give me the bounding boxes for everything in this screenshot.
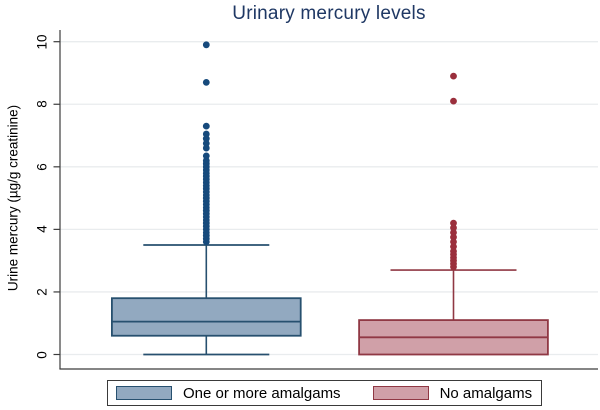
outlier-dot [450, 263, 457, 271]
outlier-dot [450, 233, 457, 241]
legend-swatch-blue [116, 386, 172, 400]
outlier-dot [450, 243, 457, 250]
legend-label-no-amalgams: No amalgams [439, 384, 533, 402]
outlier-dot [202, 41, 210, 49]
outlier-dot [450, 238, 457, 246]
outlier-dot [450, 224, 457, 232]
outlier-dot [450, 72, 457, 80]
outlier-dot [450, 97, 457, 105]
box-blue [111, 297, 302, 337]
outlier-dot [202, 130, 210, 138]
outlier-dot [202, 152, 210, 160]
y-tick-label: 6 [34, 163, 50, 171]
outlier-dot [450, 219, 457, 227]
outlier-dot [450, 229, 457, 236]
legend-item-amalgams: One or more amalgams [116, 385, 341, 402]
outlier-dot [202, 144, 210, 152]
y-tick-label: 8 [34, 100, 50, 109]
outlier-dot [202, 238, 210, 246]
legend-swatch-red [372, 386, 429, 400]
legend: One or more amalgams No amalgams [107, 380, 542, 406]
y-tick-label: 4 [34, 225, 50, 234]
y-tick-label: 10 [34, 34, 50, 50]
outlier-dot [202, 135, 210, 143]
legend-label-amalgams: One or more amalgams [183, 384, 341, 402]
outlier-dot [202, 122, 210, 130]
outlier-dot [202, 139, 210, 147]
legend-item-no-amalgams: No amalgams [372, 384, 533, 402]
y-tick-label: 2 [34, 288, 50, 296]
outlier-dot [202, 78, 210, 86]
chart-title: Urinary mercury levels [232, 3, 426, 24]
y-tick-label: 0 [34, 350, 50, 359]
